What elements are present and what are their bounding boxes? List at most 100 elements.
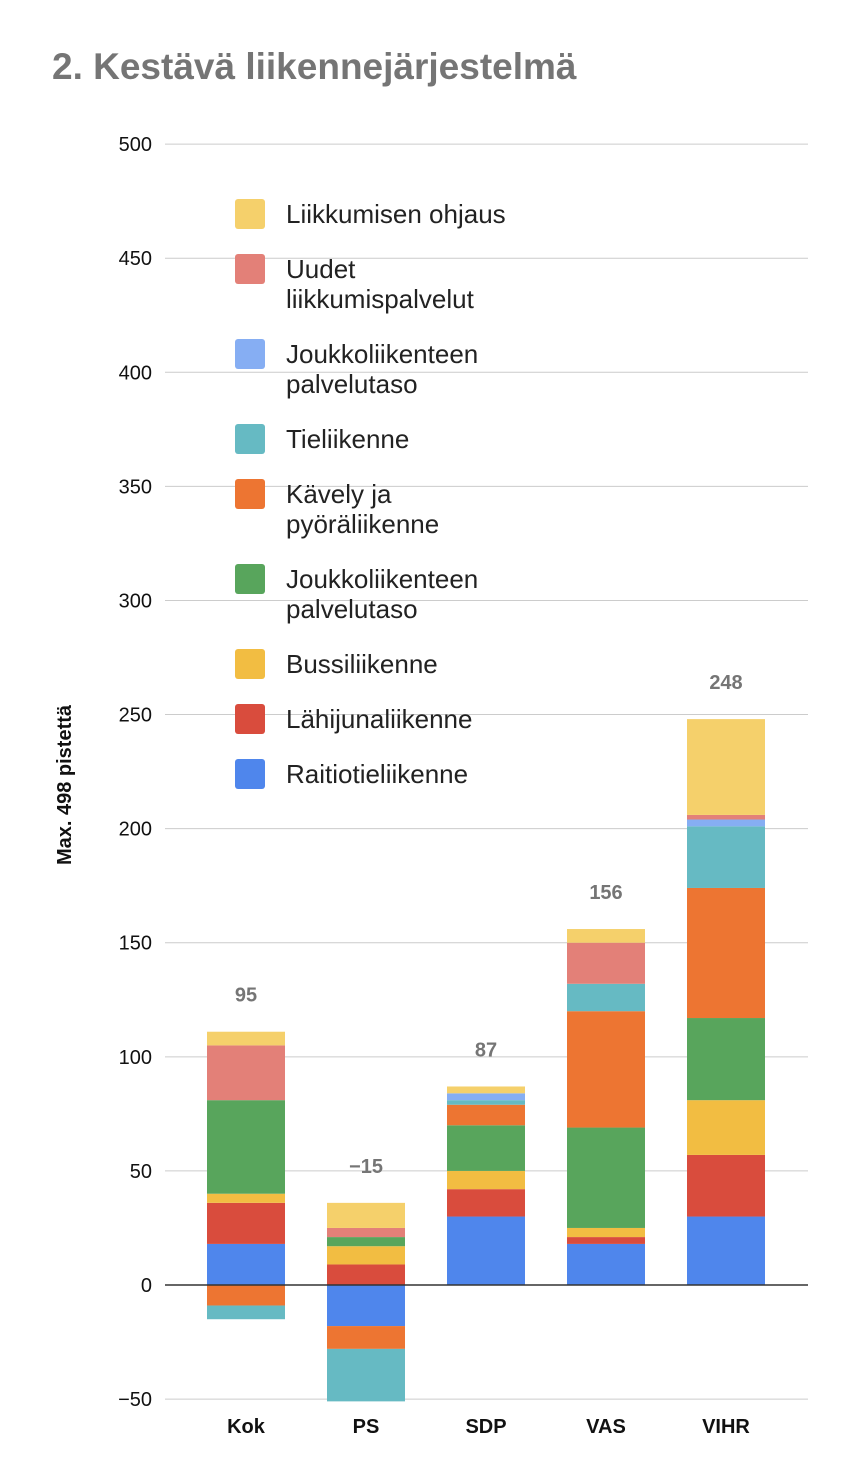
x-tick-label: PS bbox=[353, 1416, 380, 1438]
bar-segment bbox=[687, 1216, 765, 1285]
legend-item: Liikkumisen ohjaus bbox=[235, 199, 506, 229]
y-axis-title: Max. 498 pistettä bbox=[54, 704, 76, 865]
bar-segment bbox=[447, 1170, 525, 1190]
bar-total-label: 87 bbox=[475, 1039, 497, 1061]
legend-swatch bbox=[235, 759, 265, 789]
legend-swatch bbox=[235, 254, 265, 284]
y-tick-label: 300 bbox=[119, 590, 152, 612]
bar-segment bbox=[447, 1125, 525, 1171]
y-tick-label: −50 bbox=[118, 1389, 152, 1411]
legend-swatch bbox=[235, 424, 265, 454]
y-tick-label: 150 bbox=[119, 933, 152, 955]
bar-segment bbox=[687, 819, 765, 827]
bar-segment bbox=[567, 1227, 645, 1238]
bar-segment bbox=[567, 1237, 645, 1244]
bar-segment bbox=[567, 1011, 645, 1128]
bar-segment bbox=[207, 1285, 285, 1306]
bar-segment bbox=[447, 1086, 525, 1094]
bar-segment bbox=[567, 983, 645, 1012]
bar-segment bbox=[327, 1202, 405, 1228]
bar-segment bbox=[687, 887, 765, 1019]
bar-segment bbox=[327, 1227, 405, 1238]
bar-segment bbox=[567, 929, 645, 943]
legend-swatch bbox=[235, 199, 265, 229]
legend-label: Liikkumisen ohjaus bbox=[286, 199, 506, 229]
bar-segment bbox=[207, 1243, 285, 1285]
y-tick-label: 50 bbox=[130, 1161, 152, 1183]
bar-segment bbox=[447, 1104, 525, 1126]
bar-segment bbox=[447, 1093, 525, 1101]
bar-segment bbox=[447, 1100, 525, 1105]
legend-swatch bbox=[235, 564, 265, 594]
bar-segment bbox=[207, 1202, 285, 1244]
bar-segment bbox=[687, 1018, 765, 1101]
chart-title: 2. Kestävä liikennejärjestelmä bbox=[52, 46, 577, 87]
y-tick-label: 0 bbox=[141, 1275, 152, 1297]
y-tick-label: 350 bbox=[119, 476, 152, 498]
legend-label: pyöräliikenne bbox=[286, 509, 439, 539]
bar-segment bbox=[567, 1243, 645, 1285]
legend-item: Raitiotieliikenne bbox=[235, 759, 468, 789]
legend-label: Bussiliikenne bbox=[286, 649, 438, 679]
bar-segment bbox=[207, 1045, 285, 1101]
legend-swatch bbox=[235, 704, 265, 734]
bar-segment bbox=[207, 1193, 285, 1203]
y-tick-label: 250 bbox=[119, 705, 152, 727]
legend-label: palvelutaso bbox=[286, 369, 418, 399]
legend-label: Kävely ja bbox=[286, 479, 392, 509]
bar-total-label: 248 bbox=[709, 672, 742, 694]
bar-segment bbox=[327, 1264, 405, 1285]
legend-label: palvelutaso bbox=[286, 594, 418, 624]
bar-segment bbox=[207, 1100, 285, 1194]
legend-label: liikkumispalvelut bbox=[286, 284, 475, 314]
bar-segment bbox=[327, 1246, 405, 1265]
y-tick-label: 450 bbox=[119, 248, 152, 270]
bar-total-label: 95 bbox=[235, 985, 257, 1007]
bar-segment bbox=[567, 1127, 645, 1228]
legend-label: Lähijunaliikenne bbox=[286, 704, 472, 734]
bar-segment bbox=[447, 1189, 525, 1217]
axes: −50 0 50 100 150 200 250 300 350 400 450 500 Max. 49… bbox=[54, 134, 808, 1438]
bar-segment bbox=[447, 1216, 525, 1285]
bar-segment bbox=[687, 1100, 765, 1155]
bar-segment bbox=[207, 1305, 285, 1320]
bar-segment bbox=[687, 814, 765, 820]
legend-item: Bussiliikenne bbox=[235, 649, 438, 679]
x-tick-label: Kok bbox=[227, 1416, 266, 1438]
bar-segment bbox=[327, 1285, 405, 1327]
bar-total-label: 156 bbox=[589, 882, 622, 904]
bar-segment bbox=[327, 1326, 405, 1349]
x-tick-label: VIHR bbox=[702, 1416, 750, 1438]
y-tick-label: 100 bbox=[119, 1047, 152, 1069]
legend-swatch bbox=[235, 649, 265, 679]
bar-segment bbox=[567, 942, 645, 984]
legend-item: Tieliikenne bbox=[235, 424, 409, 454]
legend-label: Joukkoliikenteen bbox=[286, 339, 478, 369]
legend-swatch bbox=[235, 479, 265, 509]
bar-segment bbox=[327, 1348, 405, 1402]
legend-label: Raitiotieliikenne bbox=[286, 759, 468, 789]
x-tick-label: VAS bbox=[586, 1416, 626, 1438]
bar-segment bbox=[207, 1031, 285, 1046]
legend-label: Uudet bbox=[286, 254, 356, 284]
y-tick-label: 400 bbox=[119, 362, 152, 384]
x-tick-label: SDP bbox=[465, 1416, 506, 1438]
legend-label: Tieliikenne bbox=[286, 424, 409, 454]
y-tick-label: 200 bbox=[119, 819, 152, 841]
y-tick-label: 500 bbox=[119, 134, 152, 156]
legend-swatch bbox=[235, 339, 265, 369]
legend: Liikkumisen ohjaus Uudetliikkumispalvelut… bbox=[235, 199, 506, 789]
legend-item: Lähijunaliikenne bbox=[235, 704, 472, 734]
bar-segment bbox=[687, 826, 765, 888]
bar-segment bbox=[327, 1237, 405, 1247]
bar-segment bbox=[687, 719, 765, 815]
bar-segment bbox=[687, 1154, 765, 1217]
bars bbox=[207, 719, 765, 1402]
bar-total-label: −15 bbox=[349, 1156, 383, 1178]
legend-label: Joukkoliikenteen bbox=[286, 564, 478, 594]
